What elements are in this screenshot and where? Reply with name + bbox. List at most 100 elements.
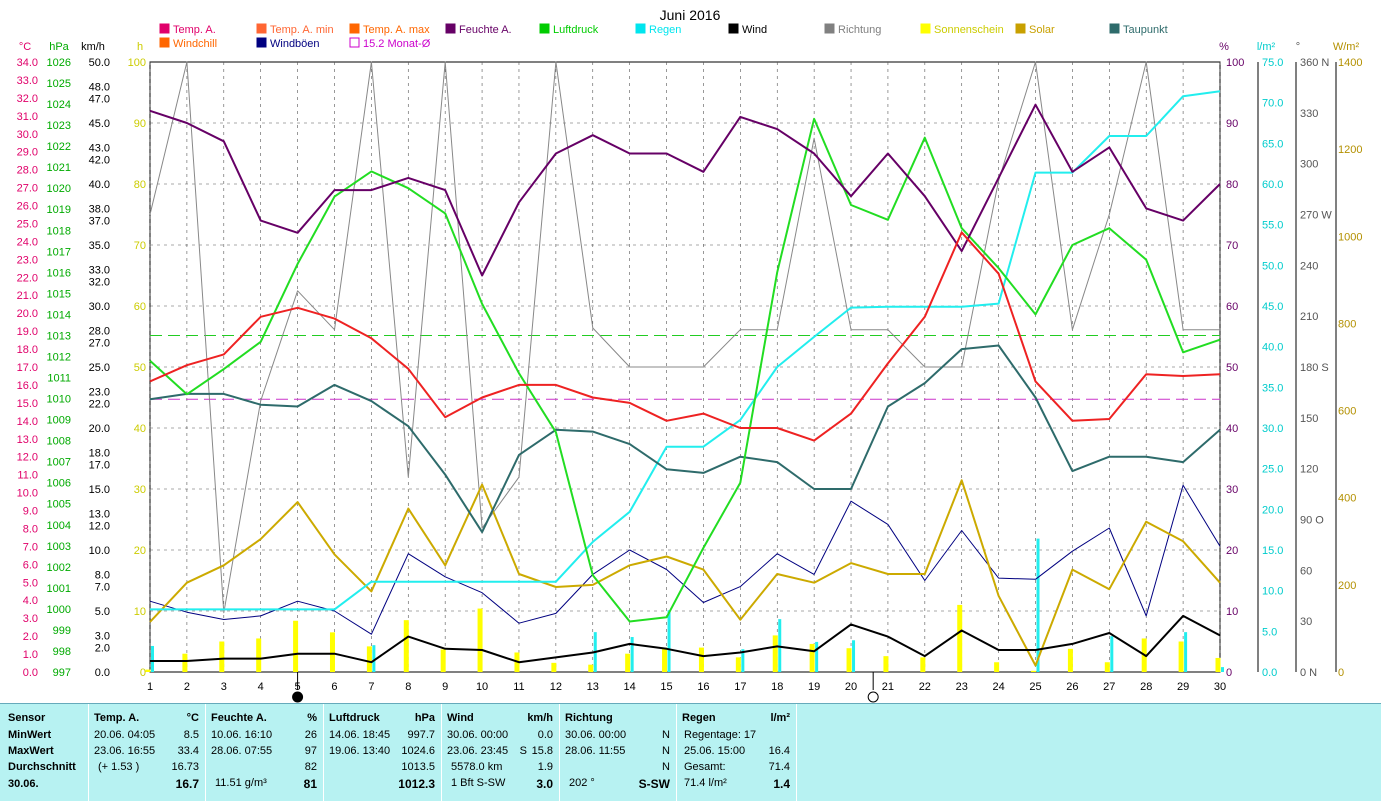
temp-tick-label: 0.0	[23, 667, 38, 679]
wind-tick-label: 8.0	[95, 569, 110, 581]
sunshine-bar	[403, 620, 409, 672]
sunshine-bar	[957, 604, 963, 672]
humidity-current-value: 81	[303, 777, 317, 791]
pressure-min-time: 14.06. 18:45	[329, 729, 391, 741]
wind-unit: km/h	[527, 712, 553, 724]
x-tick-label: 21	[882, 681, 894, 693]
pressure-unit: hPa	[414, 712, 435, 724]
wind-tick-label: 40.0	[89, 179, 110, 191]
x-tick-label: 26	[1066, 681, 1078, 693]
temp-header: Temp. A.	[94, 712, 140, 724]
rain-bar	[630, 637, 634, 672]
x-tick-label: 19	[808, 681, 820, 693]
direction-tick-label: 150	[1300, 413, 1318, 425]
humidity-axis-unit: %	[1219, 41, 1229, 53]
humidity-tick-label: 70	[1226, 240, 1238, 252]
pressure-tick-label: 1025	[47, 78, 71, 90]
sunshine-bar	[735, 657, 741, 672]
wind-tick-label: 25.0	[89, 362, 110, 374]
legend-label: Sonnenschein	[934, 24, 1004, 36]
direction-tick-label: 330	[1300, 108, 1318, 120]
temp-tick-label: 1.0	[23, 649, 38, 661]
x-tick-label: 12	[550, 681, 562, 693]
chart-svg: 1234567891011121314151617181920212223242…	[17, 7, 1362, 703]
pressure-tick-label: 1018	[47, 225, 71, 237]
sun-tick-label: 20	[134, 545, 146, 557]
wind-axis-unit: km/h	[81, 41, 105, 53]
x-tick-label: 28	[1140, 681, 1152, 693]
temp-tick-label: 2.0	[23, 631, 38, 643]
solar-tick-label: 200	[1338, 580, 1356, 592]
solar-tick-label: 1000	[1338, 231, 1362, 243]
temp-tick-label: 24.0	[17, 236, 38, 248]
pressure-header: Luftdruck	[329, 712, 380, 724]
pressure-tick-label: 1024	[47, 99, 71, 111]
sunshine-bar	[256, 638, 262, 672]
humidity-min-value: 26	[304, 729, 317, 741]
pressure-tick-label: 1006	[47, 478, 71, 490]
temp-tick-label: 21.0	[17, 290, 38, 302]
sunshine-bar	[662, 647, 668, 672]
rain-bar	[667, 610, 671, 672]
stats-sensor-block: Sensor MinWert MaxWert Durchschnitt 30.0…	[0, 704, 89, 801]
pressure-tick-label: 1012	[47, 351, 71, 363]
x-tick-label: 29	[1177, 681, 1189, 693]
rain-days: Regentage: 17	[684, 729, 757, 741]
humidity-tick-label: 10	[1226, 606, 1238, 618]
rain-total-label: Gesamt:	[684, 761, 726, 773]
legend-label: Temp. A. max	[363, 24, 430, 36]
direction-tick-label: 30	[1300, 616, 1312, 628]
series-line-windb-en	[149, 484, 1221, 635]
temp-tick-label: 22.0	[17, 272, 38, 284]
legend-label: Windböen	[270, 38, 320, 50]
x-tick-label: 1	[147, 681, 153, 693]
rain-tick-label: 50.0	[1262, 260, 1283, 272]
humidity-tick-label: 100	[1226, 57, 1244, 69]
humidity-max-time: 28.06. 07:55	[211, 745, 273, 757]
humidity-tick-label: 50	[1226, 362, 1238, 374]
pressure-tick-label: 1017	[47, 246, 71, 258]
humidity-min-time: 10.06. 16:10	[211, 729, 273, 741]
legend-label: Luftdruck	[553, 24, 599, 36]
wind-tick-label: 15.0	[89, 484, 110, 496]
row-label-current: 30.06.	[8, 778, 39, 790]
direction-axis-unit: °	[1296, 41, 1300, 53]
pressure-tick-label: 1000	[47, 604, 71, 616]
x-tick-label: 22	[919, 681, 931, 693]
humidity-tick-label: 20	[1226, 545, 1238, 557]
wind-tick-label: 10.0	[89, 545, 110, 557]
sunshine-bar	[698, 647, 704, 672]
legend-label: Temp. A. min	[270, 24, 334, 36]
rain-tick-label: 35.0	[1262, 382, 1283, 394]
pressure-tick-label: 1014	[47, 309, 71, 321]
rain-bar	[1036, 538, 1040, 672]
humidity-tick-label: 80	[1226, 179, 1238, 191]
wind-tick-label: 2.0	[95, 643, 110, 655]
direction-max-time: 28.06. 11:55	[565, 745, 626, 757]
legend-swatch	[445, 23, 456, 34]
humidity-tick-label: 60	[1226, 301, 1238, 313]
rain-tick-label: 65.0	[1262, 138, 1283, 150]
sunshine-bar	[219, 641, 225, 672]
x-tick-label: 3	[221, 681, 227, 693]
legend-label: Windchill	[173, 38, 217, 50]
wind-current-value: 3.0	[536, 777, 553, 791]
rain-tick-label: 60.0	[1262, 179, 1283, 191]
humidity-tick-label: 30	[1226, 484, 1238, 496]
sunshine-bar	[551, 662, 557, 672]
temp-tick-label: 25.0	[17, 218, 38, 230]
direction-tick-label: 60	[1300, 565, 1312, 577]
temp-tick-label: 4.0	[23, 595, 38, 607]
wind-beaufort: 1 Bft S-SW	[451, 777, 506, 789]
sun-tick-label: 10	[134, 606, 146, 618]
temp-tick-label: 18.0	[17, 344, 38, 356]
x-tick-label: 13	[587, 681, 599, 693]
series-line-temp-a-	[149, 231, 1221, 442]
temp-tick-label: 19.0	[17, 326, 38, 338]
sunshine-bar	[772, 635, 778, 672]
wind-tick-label: 43.0	[89, 142, 110, 154]
weather-chart: 1234567891011121314151617181920212223242…	[17, 7, 1362, 703]
rain-max-time: 25.06. 15:00	[684, 745, 746, 757]
rain-bar	[1110, 636, 1114, 672]
sunshine-bar	[920, 657, 926, 672]
